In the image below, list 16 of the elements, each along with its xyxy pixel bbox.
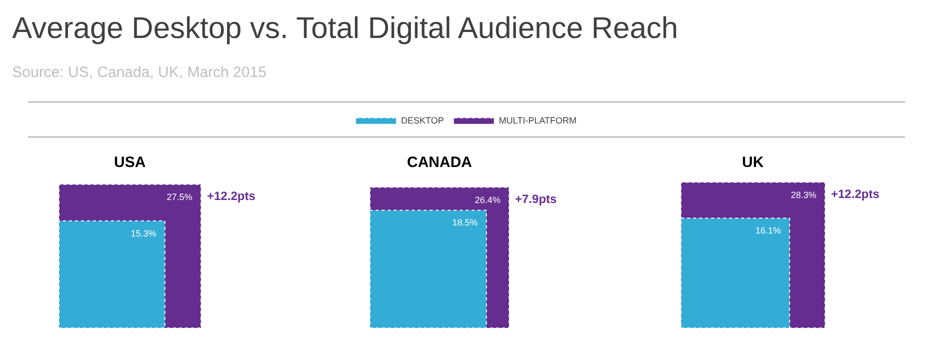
data-label: 15.3% xyxy=(130,228,156,238)
text: Average Desktop vs. Total Digital Audience Reach xyxy=(12,12,678,45)
legend-label: MULTI-PLATFORM xyxy=(498,115,577,126)
text: +7.9pts xyxy=(515,192,557,206)
data-label: 27.5% xyxy=(166,192,192,202)
text: +12.2pts xyxy=(207,189,256,203)
legend-label: DESKTOP xyxy=(401,115,444,126)
data-label: 18.5% xyxy=(452,218,478,228)
category-label: USA xyxy=(114,154,146,171)
data-label: 28.3% xyxy=(790,190,816,200)
text: Source: US, Canada, UK, March 2015 xyxy=(12,64,266,81)
data-label: 26.4% xyxy=(474,194,500,205)
text: +12.2pts xyxy=(831,187,880,201)
category-label: UK xyxy=(742,154,764,171)
category-label: CANADA xyxy=(407,154,472,171)
data-label: 16.1% xyxy=(755,226,781,236)
